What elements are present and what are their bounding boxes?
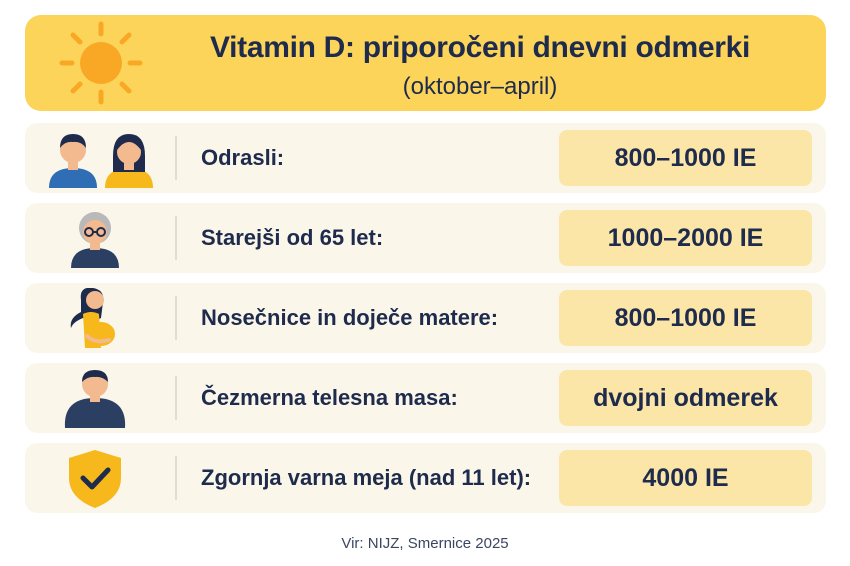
elderly-person-icon: [71, 212, 119, 268]
overweight-person-icon: [64, 370, 126, 428]
adults-icon: [49, 134, 153, 188]
list-item: Zgornja varna meja (nad 11 let): 4000 IE: [25, 443, 826, 513]
sun-icon: [59, 21, 143, 105]
divider: [175, 136, 177, 180]
row-label: Starejši od 65 let:: [201, 225, 384, 250]
divider: [175, 296, 177, 340]
divider: [175, 456, 177, 500]
page-subtitle: (oktober–april): [402, 73, 558, 100]
list-item: Odrasli: 800–1000 IE: [25, 123, 826, 193]
list-item: Starejši od 65 let: 1000–2000 IE: [25, 203, 826, 273]
header-banner: Vitamin D: priporočeni dnevni odmerki (o…: [25, 15, 826, 111]
row-label: Nosečnice in doječe matere:: [201, 305, 499, 330]
list-item: Nosečnice in doječe matere: 800–1000 IE: [25, 283, 826, 353]
row-label: Čezmerna telesna masa:: [201, 385, 458, 410]
row-value: 800–1000 IE: [559, 130, 812, 186]
row-value: dvojni odmerek: [559, 370, 812, 426]
row-value: 800–1000 IE: [559, 290, 812, 346]
pregnant-woman-icon: [70, 288, 115, 348]
shield-check-icon: [69, 450, 121, 508]
row-label: Zgornja varna meja (nad 11 let):: [201, 465, 532, 490]
list-item: Čezmerna telesna masa: dvojni odmerek: [25, 363, 826, 433]
divider: [175, 216, 177, 260]
divider: [175, 376, 177, 420]
source-note: Vir: NIJZ, Smernice 2025: [341, 535, 509, 552]
page-title: Vitamin D: priporočeni dnevni odmerki: [209, 31, 751, 64]
row-label: Odrasli:: [201, 145, 285, 170]
row-value: 4000 IE: [559, 450, 812, 506]
row-value: 1000–2000 IE: [559, 210, 812, 266]
